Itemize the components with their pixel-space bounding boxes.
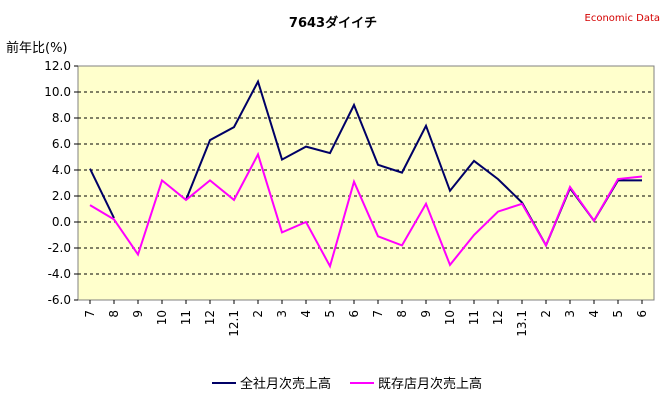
y-tick-label: -6.0 [48,293,71,307]
x-tick-labels: 7 8 9 10 11 12 12.1 2 3 4 5 6 7 8 9 10 11 12 13.1 2 3 4 5 6 [83,300,649,337]
x-tick-label: 11 [179,310,193,325]
x-tick-label: 6 [635,310,649,318]
y-tick-label: -2.0 [48,241,71,255]
legend-label-series-1: 全社月次売上高 [240,376,331,392]
y-tick-label: 8.0 [52,111,71,125]
legend-label-series-2: 既存店月次売上高 [378,376,482,392]
series-line-2-segment-1 [89,151,643,269]
x-tick-label: 8 [107,310,121,318]
x-tick-label: 12.1 [227,310,241,337]
series-line-1-segment-1 [89,168,115,219]
plot-area [77,65,655,301]
x-tick-label: 10 [443,310,457,325]
x-tick-label: 12 [491,310,505,325]
legend: 全社月次売上高 既存店月次売上高 [212,376,482,392]
y-tick-label: 0.0 [52,215,71,229]
y-tick-label: 10.0 [44,85,71,99]
x-tick-label: 11 [467,310,481,325]
y-tick-labels: -6.0 -4.0 -2.0 0.0 2.0 4.0 6.0 8.0 10.0 12.0 [44,59,78,307]
x-tick-label: 3 [275,310,289,318]
x-tick-label: 2 [539,310,553,318]
y-tick-label: 2.0 [52,189,71,203]
x-tick-label: 4 [587,310,601,318]
grid-lines [78,91,654,275]
credit-label: Economic Data [585,13,660,24]
y-tick-label: 4.0 [52,163,71,177]
x-tick-label: 8 [395,310,409,318]
x-tick-label: 5 [323,310,337,318]
y-tick-label: 12.0 [44,59,71,73]
x-tick-label: 10 [155,310,169,325]
x-tick-label: 9 [419,310,433,318]
x-tick-label: 5 [611,310,625,318]
y-tick-label: -4.0 [48,267,71,281]
x-tick-label: 12 [203,310,217,325]
x-tick-label: 9 [131,310,145,318]
x-tick-label: 3 [563,310,577,318]
chart-title: 7643ダイイチ [289,15,377,31]
x-tick-label: 2 [251,310,265,318]
x-tick-label: 6 [347,310,361,318]
y-tick-label: 6.0 [52,137,71,151]
x-tick-label: 4 [299,310,313,318]
x-tick-label: 7 [83,310,97,318]
series-layer [89,78,643,269]
y-axis-label: 前年比(%) [6,40,68,56]
x-tick-label: 13.1 [515,310,529,337]
x-tick-label: 7 [371,310,385,318]
